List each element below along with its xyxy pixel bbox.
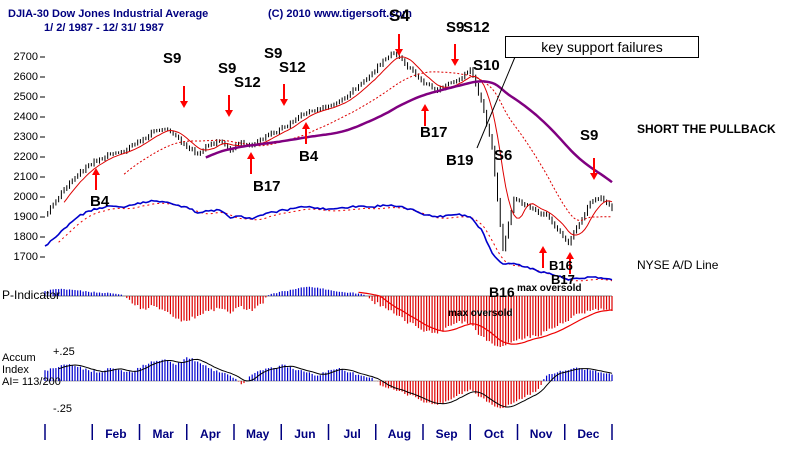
- sell-arrow-icon: [451, 59, 459, 66]
- month-label-aug: Aug: [387, 427, 412, 441]
- month-label-sep: Sep: [435, 427, 458, 441]
- month-label-feb: Feb: [105, 427, 127, 441]
- accum-minus-scale-label: -.25: [53, 403, 72, 415]
- signal-label-s9: S9: [218, 60, 237, 77]
- key-support-failures-annotation: key support failures: [505, 36, 699, 58]
- nyse-ad-line-label: NYSE A/D Line: [637, 258, 719, 272]
- annotation-leader-line: [476, 56, 516, 149]
- accum-index-panel: [44, 357, 613, 409]
- p-indicator-label: P-Indicator: [2, 288, 61, 302]
- sell-arrow-icon: [395, 49, 403, 56]
- signal-label-b17: B17: [551, 272, 575, 287]
- month-label-jun: Jun: [294, 427, 316, 441]
- sell-arrow-icon: [180, 101, 188, 108]
- signal-label-s12: S12: [234, 74, 261, 91]
- y-axis-label-2700: 2700: [13, 51, 38, 63]
- month-label-nov: Nov: [529, 427, 553, 441]
- accum-plus-scale-label: +.25: [53, 346, 75, 358]
- month-label-jul: Jul: [343, 427, 361, 441]
- buy-arrow-icon: [302, 122, 310, 129]
- signal-label-b19: B19: [446, 152, 474, 169]
- signal-label-b17: B17: [420, 124, 448, 141]
- buy-arrow-icon: [421, 104, 429, 111]
- buy-arrow-icon: [566, 252, 574, 259]
- y-axis-label-1900: 1900: [13, 211, 38, 223]
- max-oversold-annotation: max oversold: [448, 308, 513, 319]
- y-axis-label-2000: 2000: [13, 191, 38, 203]
- signal-label-b4: B4: [90, 193, 110, 210]
- month-label-oct: Oct: [483, 427, 504, 441]
- month-label-dec: Dec: [577, 427, 600, 441]
- y-axis-label-1700: 1700: [13, 251, 38, 263]
- chart-title: DJIA-30 Dow Jones Industrial Average: [8, 8, 209, 20]
- y-axis-label-2100: 2100: [13, 171, 38, 183]
- copyright-text: (C) 2010 www.tigersoft.com: [268, 8, 412, 20]
- y-axis-label-2400: 2400: [13, 111, 38, 123]
- price-candlesticks: [47, 51, 613, 252]
- y-axis-label-2300: 2300: [13, 131, 38, 143]
- buy-arrow-icon: [92, 168, 100, 175]
- buy-arrow-icon: [539, 246, 547, 253]
- y-axis-label-2200: 2200: [13, 151, 38, 163]
- accum-label: Accum: [2, 352, 36, 364]
- month-label-apr: Apr: [200, 427, 221, 441]
- sell-arrow-icon: [280, 99, 288, 106]
- max-oversold-annotation-2: max oversold: [517, 283, 582, 294]
- index-label: Index: [2, 364, 29, 376]
- month-label-may: May: [245, 427, 270, 441]
- buy-arrow-icon: [247, 152, 255, 159]
- signal-label-s4: S4: [389, 6, 410, 25]
- signal-arrows: [92, 34, 598, 274]
- signal-label-s9: S9: [264, 45, 283, 62]
- signal-label-s12: S12: [463, 19, 490, 36]
- ai-value-label: AI= 113/200: [2, 376, 61, 388]
- y-axis-label-2600: 2600: [13, 71, 38, 83]
- short-the-pullback-annotation: SHORT THE PULLBACK: [637, 122, 776, 136]
- y-axis-label-1800: 1800: [13, 231, 38, 243]
- signal-label-b4: B4: [299, 148, 319, 165]
- moving-average-lines: [63, 56, 613, 236]
- signal-label-s9: S9: [163, 50, 182, 67]
- signal-label-b16: B16: [549, 258, 573, 273]
- axis-tick-marks: [40, 56, 613, 440]
- signal-label-b16: B16: [489, 284, 515, 300]
- month-label-mar: Mar: [152, 427, 174, 441]
- signal-label-s9: S9: [446, 19, 465, 36]
- signal-label-s6: S6: [494, 147, 513, 164]
- signal-label-b17: B17: [253, 178, 281, 195]
- sell-arrow-icon: [225, 110, 233, 117]
- chart-date-range: 1/ 2/ 1987 - 12/ 31/ 1987: [44, 22, 164, 34]
- signal-label-s10: S10: [473, 57, 500, 74]
- sell-arrow-icon: [590, 173, 598, 180]
- p-indicator-panel: [44, 286, 613, 347]
- signal-label-s12: S12: [279, 59, 306, 76]
- signal-label-s9: S9: [580, 127, 599, 144]
- nyse-ad-line-plot: [44, 199, 613, 282]
- y-axis-label-2500: 2500: [13, 91, 38, 103]
